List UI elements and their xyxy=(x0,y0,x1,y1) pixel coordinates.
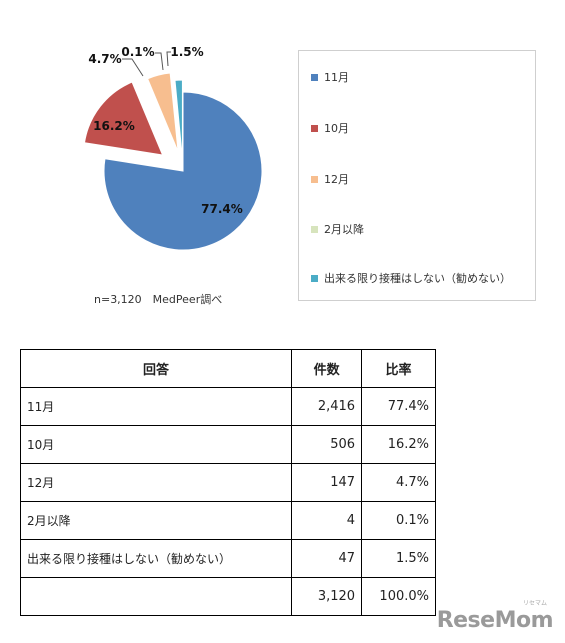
sample-note: n=3,120 MedPeer調べ xyxy=(94,293,223,306)
table-row: 出来る限り接種はしない（勧めない） 47 1.5% xyxy=(19,539,436,578)
cell-count: 4 xyxy=(291,501,363,540)
cell-ratio: 16.2% xyxy=(361,425,436,464)
table-row: 11月 2,416 77.4% xyxy=(19,387,436,426)
legend-swatch-feb-later xyxy=(311,225,318,233)
cell-answer xyxy=(19,577,293,616)
table-header-row: 回答 件数 比率 xyxy=(19,349,436,388)
legend-item-no-vaccination: 出来る限り接種はしない（勧めない） xyxy=(311,270,511,286)
legend-label-nov: 11月 xyxy=(324,71,349,84)
leader-line-feb-later xyxy=(155,52,164,71)
cell-answer: 12月 xyxy=(19,463,293,502)
header-ratio: 比率 xyxy=(361,349,436,388)
legend-swatch-oct xyxy=(311,124,318,132)
data-label-dec: 4.7% xyxy=(88,52,121,66)
table-total-row: 3,120 100.0% xyxy=(19,577,436,616)
legend-swatch-dec xyxy=(311,175,318,183)
legend-label-oct: 10月 xyxy=(324,122,349,135)
cell-count: 147 xyxy=(291,463,363,502)
table-row: 2月以降 4 0.1% xyxy=(19,501,436,540)
data-label-nov: 77.4% xyxy=(201,202,243,216)
cell-answer: 2月以降 xyxy=(19,501,293,540)
legend-label-no-vaccination: 出来る限り接種はしない（勧めない） xyxy=(324,272,511,285)
header-answer: 回答 xyxy=(19,349,293,388)
legend-label-dec: 12月 xyxy=(324,173,349,186)
table-row: 10月 506 16.2% xyxy=(19,425,436,464)
legend-item-nov: 11月 xyxy=(311,69,349,85)
pie-slice-oct xyxy=(83,81,164,156)
header-count: 件数 xyxy=(291,349,363,388)
cell-count: 47 xyxy=(291,539,363,578)
legend-item-dec: 12月 xyxy=(311,171,349,187)
leader-line-dec xyxy=(122,58,144,77)
pie-slice-nov xyxy=(103,91,263,251)
cell-answer: 出来る限り接種はしない（勧めない） xyxy=(19,539,293,578)
chart-legend: 11月 10月 12月 2月以降 出来る限り接種はしない（勧めない） xyxy=(298,50,536,301)
pie-slice-no-vaccination xyxy=(174,79,183,160)
cell-ratio: 0.1% xyxy=(361,501,436,540)
cell-answer: 10月 xyxy=(19,425,293,464)
cell-ratio: 77.4% xyxy=(361,387,436,426)
legend-item-feb-later: 2月以降 xyxy=(311,221,364,237)
resemom-logo: ReseMom xyxy=(436,608,554,633)
cell-count: 2,416 xyxy=(291,387,363,426)
legend-swatch-nov xyxy=(311,73,318,81)
table-row: 12月 147 4.7% xyxy=(19,463,436,502)
legend-label-feb-later: 2月以降 xyxy=(324,223,364,236)
cell-count: 506 xyxy=(291,425,363,464)
pie-chart: 77.4% 16.2% 4.7% 0.1% 1.5% xyxy=(83,45,263,251)
pie-slice-feb-later xyxy=(172,71,182,152)
data-label-oct: 16.2% xyxy=(93,119,135,133)
cell-answer: 11月 xyxy=(19,387,293,426)
legend-swatch-no-vaccination xyxy=(311,274,318,282)
leader-line-no-vaccination xyxy=(166,51,171,67)
cell-ratio: 1.5% xyxy=(361,539,436,578)
data-label-no-vaccination: 1.5% xyxy=(170,45,203,59)
pie-slice-dec xyxy=(146,72,179,152)
data-label-feb-later: 0.1% xyxy=(121,45,154,59)
cell-ratio: 100.0% xyxy=(361,577,436,616)
brand-subtitle: リセマム xyxy=(522,600,547,607)
cell-ratio: 4.7% xyxy=(361,463,436,502)
cell-count: 3,120 xyxy=(291,577,363,616)
results-table: 回答 件数 比率 11月 2,416 77.4% 10月 506 16.2% 1… xyxy=(19,349,436,616)
legend-item-oct: 10月 xyxy=(311,120,349,136)
